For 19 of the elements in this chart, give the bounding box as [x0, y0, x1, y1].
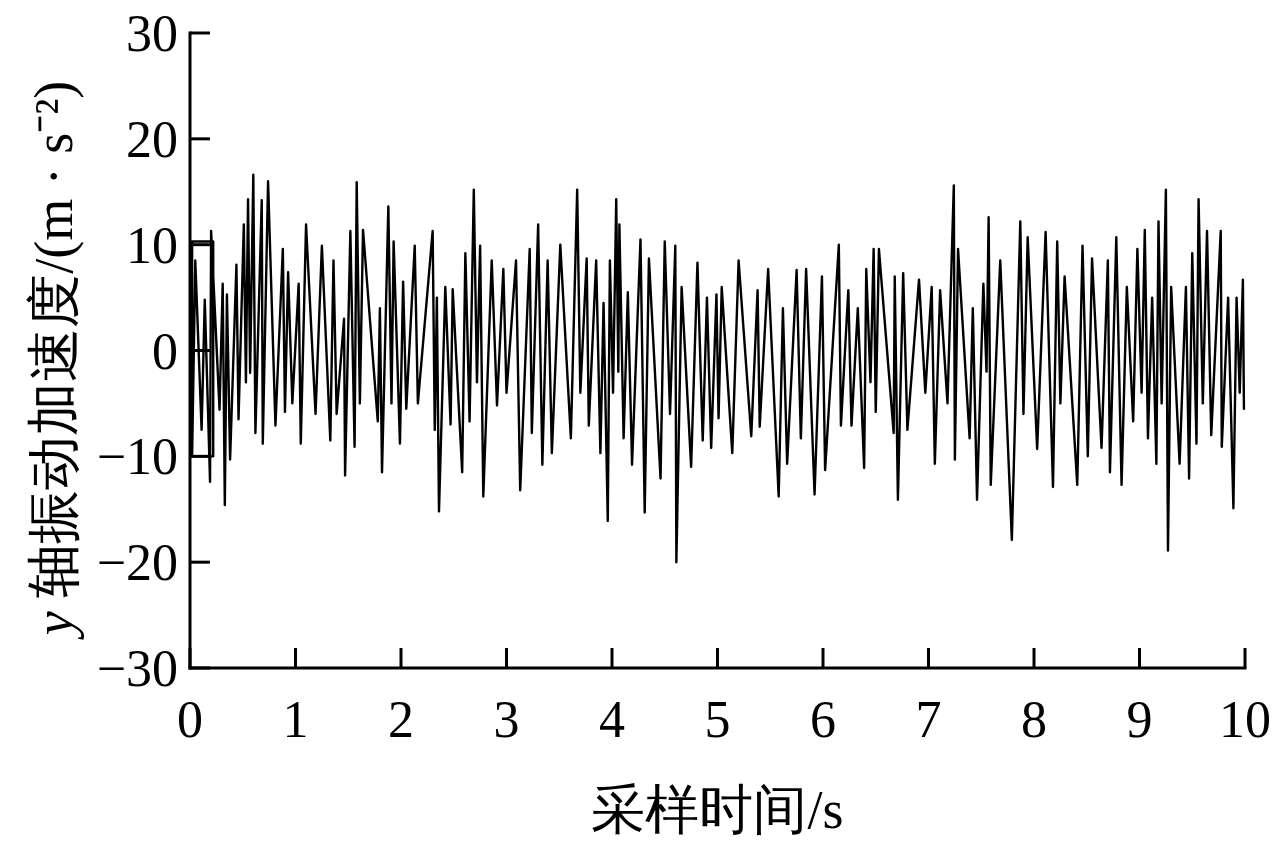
y-tick-label: 30 — [126, 5, 178, 62]
x-tick-label: 1 — [282, 691, 309, 748]
y-tick-label: 20 — [126, 110, 178, 168]
x-axis-title: 采样时间/s — [591, 780, 844, 840]
x-tick-label: 4 — [599, 691, 625, 748]
x-tick-label: 10 — [1219, 691, 1271, 748]
x-tick-label: 2 — [388, 691, 414, 748]
x-tick-label: 8 — [1021, 691, 1047, 748]
y-axis-title: y 轴振动加速度/(m · s⁻²) — [24, 80, 84, 641]
y-tick-label: 0 — [152, 322, 178, 380]
x-tick-label: 6 — [810, 691, 836, 748]
y-tick-label: −20 — [96, 534, 178, 592]
y-tick-label: 10 — [126, 216, 178, 274]
y-tick-label: −30 — [96, 640, 178, 697]
x-tick-label: 5 — [704, 691, 731, 748]
x-tick-label: 9 — [1126, 691, 1153, 748]
x-tick-label: 3 — [493, 691, 520, 748]
y-tick-label: −10 — [96, 428, 178, 486]
x-tick-label: 7 — [915, 691, 942, 748]
